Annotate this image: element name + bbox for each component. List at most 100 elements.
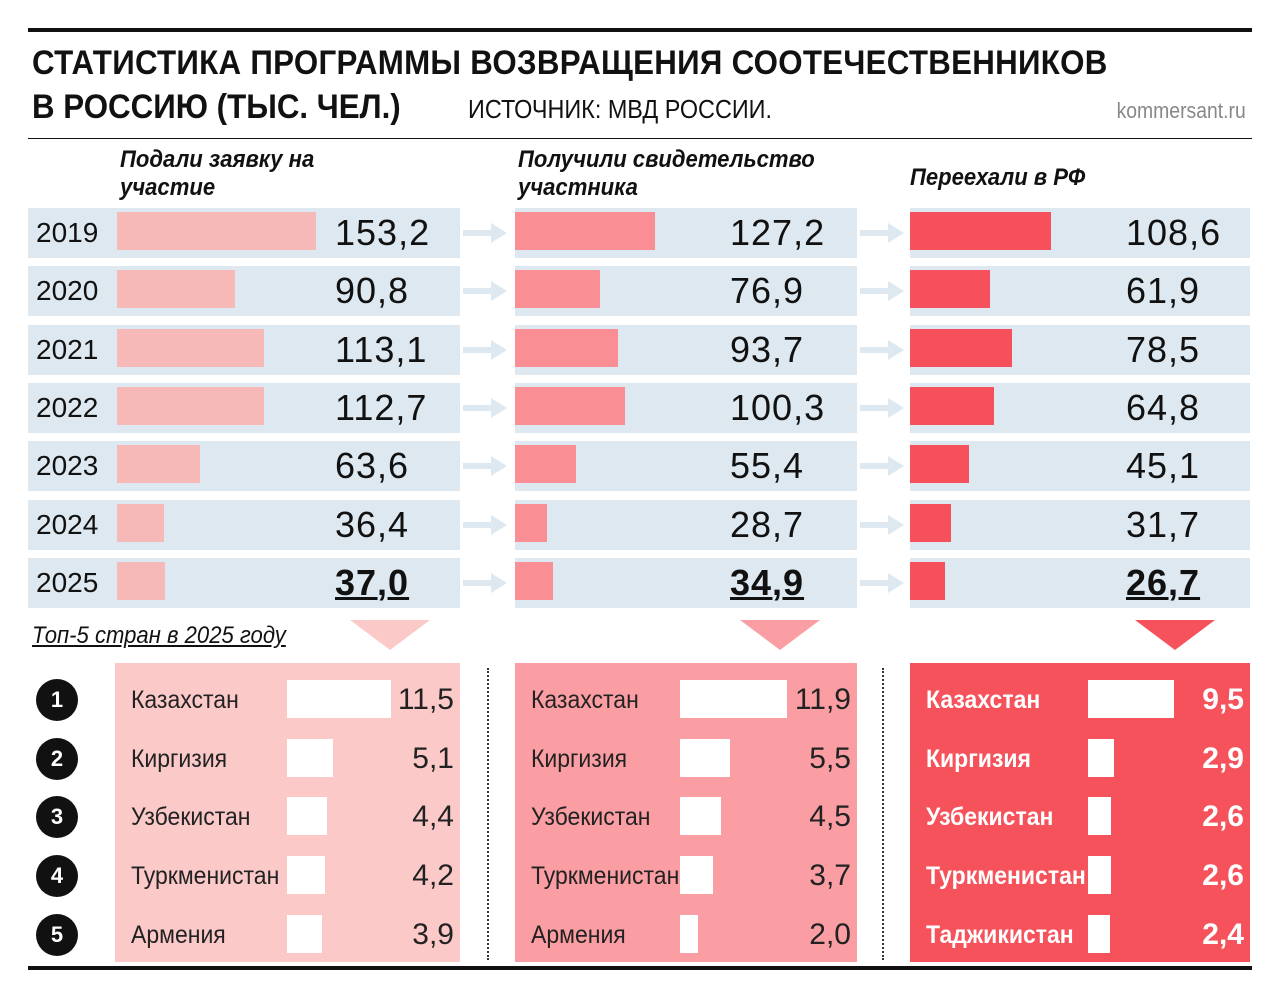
country-value: 2,6 [1202,800,1244,834]
bar-3-2023 [910,445,969,484]
bottom-rule [28,966,1252,970]
country-value: 2,0 [809,917,851,951]
country-name: Узбекистан [926,803,1054,832]
arrow-icon [860,397,904,418]
data-label: 36,4 [335,503,410,545]
down-triangle-2 [740,620,820,650]
top5-panel-1: Казахстан 11,5 Киргизия 5,1 Узбекистан 4,4 Тур… [115,663,460,962]
country-bar [287,856,325,895]
arrow-icon [463,223,507,243]
title-line-2: В РОССИЮ (ТЫС. ЧЕЛ.) [32,88,401,126]
bar-2-2025 [515,561,554,600]
rank-badge: 2 [36,737,78,780]
country-bar [680,680,788,718]
data-label: 113,1 [335,328,428,370]
country-name: Киргизия [926,744,1031,773]
country-name: Казахстан [926,686,1041,714]
country-value: 11,9 [794,683,851,716]
year-cell: 2024 [28,499,118,550]
country-row: Казахстан 11,9 [515,675,857,725]
country-value: 3,9 [412,917,454,951]
country-bar [680,738,730,777]
data-label: 78,5 [1126,328,1201,370]
country-row: Киргизия 5,1 [115,734,460,784]
country-bar [287,797,327,836]
country-row: Узбекистан 2,6 [910,792,1250,842]
dotted-separator [487,668,489,960]
country-value: 2,9 [1202,741,1244,775]
country-row: Армения 2,0 [515,910,857,960]
year-cell: 2020 [28,266,118,317]
country-bar [1088,856,1112,895]
column-header-applied: Подали заявку на участие [120,146,315,201]
value-cell: 61,9 [910,266,1250,317]
country-value: 3,7 [809,859,851,893]
country-name: Туркменистан [531,862,680,891]
arrow-icon [463,281,507,302]
data-label: 34,9 [730,561,805,603]
data-label: 127,2 [730,212,826,253]
arrow-icon [463,572,507,593]
year-cell: 2023 [28,441,118,492]
country-value: 9,5 [1202,683,1244,716]
country-value: 2,4 [1202,917,1244,951]
data-label: 100,3 [730,386,826,428]
value-cell: 45,1 [910,441,1250,492]
country-value: 5,1 [412,741,454,775]
country-name: Казахстан [531,686,639,714]
arrow-icon [860,514,904,535]
value-cell: 28,7 [515,499,857,550]
data-label: 28,7 [730,503,805,545]
column-header-moved: Переехали в РФ [910,164,1086,191]
bar-3-2019 [910,212,1052,250]
bar-1-2021 [117,328,265,367]
country-name: Киргизия [131,744,228,773]
arrow-icon [860,281,904,302]
top-rule [28,28,1252,32]
bar-1-2023 [117,445,200,484]
title-line-1: СТАТИСТИКА ПРОГРАММЫ ВОЗВРАЩЕНИЯ СООТЕЧЕ… [32,44,1108,82]
country-row: Узбекистан 4,5 [515,792,857,842]
value-cell: 113,1 [117,324,460,375]
country-name: Узбекистан [531,803,651,832]
down-triangle-3 [1135,620,1215,650]
value-cell: 108,6 [910,208,1250,258]
data-label: 63,6 [335,445,410,487]
country-bar [287,738,333,777]
value-cell: 127,2 [515,208,857,258]
top5-panel-2: Казахстан 11,9 Киргизия 5,5 Узбекистан 4,5 Тур… [515,663,857,962]
country-name: Киргизия [531,744,628,773]
bar-2-2022 [515,386,626,425]
data-label: 153,2 [335,212,431,253]
data-label: 55,4 [730,445,805,487]
data-label: 108,6 [1126,212,1222,253]
country-row: Казахстан 9,5 [910,675,1250,725]
value-cell: 93,7 [515,324,857,375]
country-bar [680,914,698,953]
rank-badge: 4 [36,855,78,898]
arrow-icon [463,514,507,535]
year-cell: 2021 [28,324,118,375]
value-cell: 153,2 [117,208,460,258]
country-row: Казахстан 11,5 [115,675,460,725]
top5-panel-3: Казахстан 9,5 Киргизия 2,9 Узбекистан 2,6 Турк… [910,663,1250,962]
country-bar [287,680,391,718]
country-name: Узбекистан [131,803,251,832]
country-name: Туркменистан [131,862,280,891]
country-row: Туркменистан 4,2 [115,851,460,901]
bar-2-2020 [515,270,600,309]
data-label: 112,7 [335,386,428,428]
value-cell: 112,7 [117,382,460,433]
source-text: ИСТОЧНИК: МВД РОССИИ. [468,94,772,124]
country-value: 11,5 [397,683,454,716]
rank-badge: 5 [36,913,78,956]
country-value: 4,5 [809,800,851,834]
data-label: 45,1 [1126,445,1201,487]
country-bar [1088,738,1115,777]
country-value: 5,5 [809,741,851,775]
arrow-icon [860,339,904,360]
value-cell: 100,3 [515,382,857,433]
country-row: Киргизия 5,5 [515,734,857,784]
country-name: Таджикистан [926,920,1074,949]
